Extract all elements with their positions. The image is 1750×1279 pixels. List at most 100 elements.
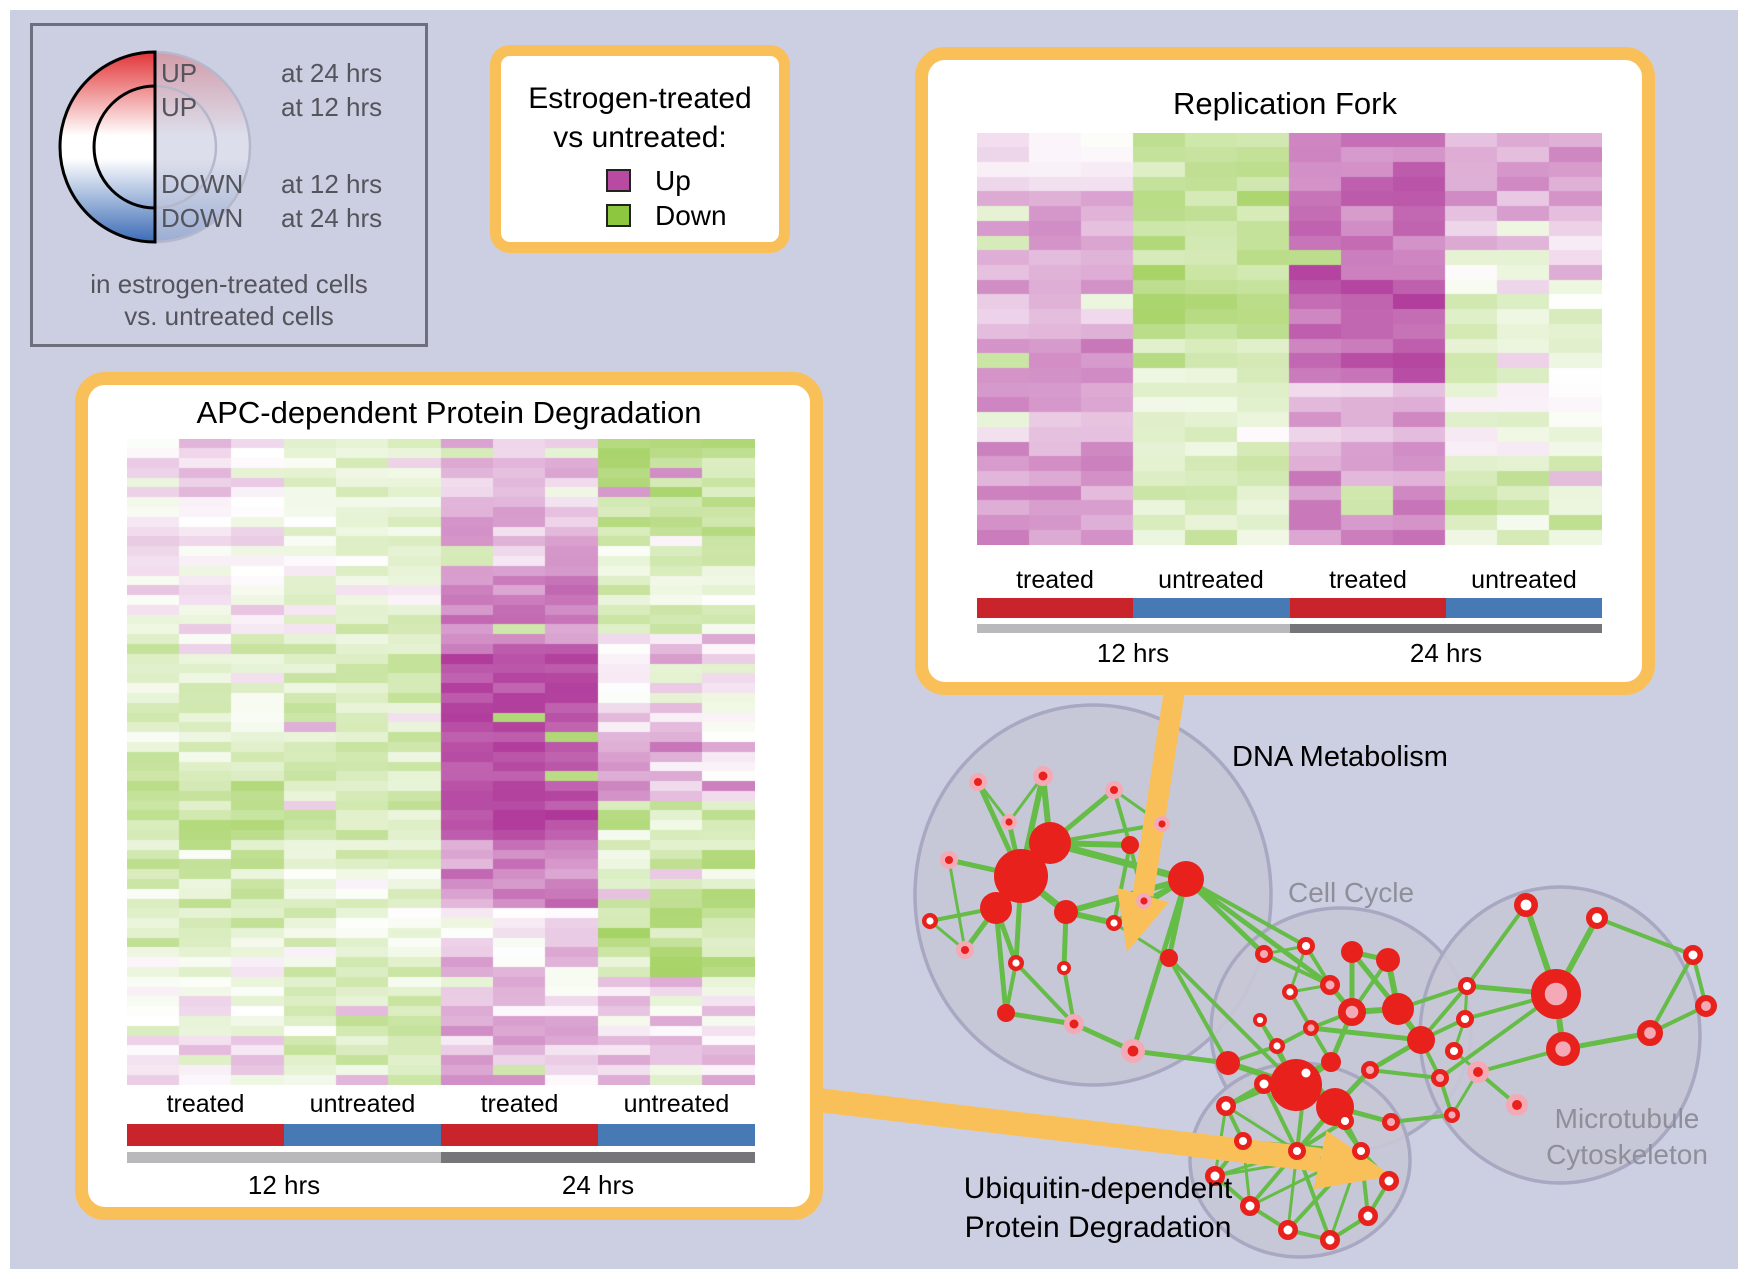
updown-circle-legend: UP at 24 hrs UP at 12 hrs DOWN at 12 hrs DOWN a…: [30, 23, 428, 347]
time-label: at 24 hrs: [281, 203, 382, 233]
network-node-pink-ring-red-center: [968, 772, 987, 791]
solid-left-half-circles: [58, 50, 157, 244]
circle-legend-footer-line: vs. untreated cells: [124, 301, 334, 331]
direction-label: DOWN: [161, 203, 243, 233]
condition-bar-segment-untreated: [1445, 598, 1602, 618]
network-node-solid: [1321, 1052, 1341, 1072]
group-label-untreated-12hrs: untreated: [1158, 566, 1264, 594]
network-node-solid: [1376, 948, 1400, 972]
network-node-red-ring-white-center: [1105, 915, 1122, 932]
arrow-head-replication-fork-to-dna-metabolism: [1117, 887, 1169, 952]
time-label-12hrs: 12 hrs: [1096, 638, 1170, 668]
color-key-title: Estrogen-treated vs untreated:: [501, 79, 779, 157]
time-bar-segment-24hrs: [441, 1152, 755, 1163]
time-label: at 12 hrs: [281, 92, 382, 122]
network-node-red-ring-white-center: [1683, 945, 1703, 965]
arrow-shaft-replication-fork-to-dna-metabolism: [1132, 653, 1191, 897]
network-node-solid: [1407, 1026, 1435, 1054]
network-node-red-ring-white-center: [1455, 1009, 1474, 1028]
network-node-solid: [1121, 836, 1139, 854]
network-node-red-ring-pink-center: [1381, 1112, 1400, 1131]
network-edge: [993, 907, 1009, 1014]
network-node-red-ring-white-center: [1296, 1063, 1316, 1083]
network-node-red-ring-white-center: [1253, 1012, 1268, 1027]
time-label: at 12 hrs: [281, 169, 382, 199]
network-node-red-ring-pink-center: [1320, 975, 1340, 995]
network-edge: [1014, 961, 1076, 1026]
group-label-treated-24hrs: treated: [1329, 566, 1407, 594]
network-node-solid: [1216, 1051, 1240, 1075]
condition-bar-segment-treated: [1289, 598, 1446, 618]
group-label-treated-12hrs: treated: [1016, 566, 1094, 594]
arrow-shaft-apc-to-ubiquitin: [816, 1088, 1322, 1172]
network-node-red-ring-pink-center: [1531, 969, 1581, 1019]
network-node-solid: [1029, 822, 1071, 864]
time-bar-segment-24hrs: [1289, 624, 1602, 633]
updown-color-key: Estrogen-treated vs untreated: Up Down: [490, 45, 790, 253]
condition-bar-segment-untreated: [598, 1124, 755, 1146]
network-edge: [1112, 844, 1132, 924]
network-node-red-ring-pink-center: [1546, 1032, 1581, 1067]
network-edge: [1005, 1010, 1075, 1027]
network-node-red-ring-white-center: [1320, 1230, 1340, 1250]
apc-panel-title: APC-dependent Protein Degradation: [196, 395, 702, 430]
network-edge: [1130, 878, 1189, 1052]
group-label-untreated-24hrs: untreated: [1471, 566, 1577, 594]
group-label-treated-12hrs: treated: [166, 1090, 245, 1118]
network-edge: [1596, 916, 1694, 957]
condition-bar-segment-treated: [127, 1124, 284, 1146]
up-label: Up: [655, 165, 691, 196]
direction-label: UP: [161, 92, 197, 122]
group-label-untreated-24hrs: untreated: [623, 1090, 730, 1118]
network-node-red-ring-pink-center: [1302, 1020, 1319, 1037]
network-node-red-ring-white-center: [1351, 1141, 1370, 1160]
network-node-pink-ring-red-center: [1467, 1061, 1490, 1084]
time-label-12hrs: 12 hrs: [247, 1170, 321, 1200]
network-node-solid: [1160, 949, 1178, 967]
network-edge: [1369, 1068, 1441, 1080]
condition-bar-segment-treated: [977, 598, 1134, 618]
group-label-treated-24hrs: treated: [480, 1090, 559, 1118]
network-node-red-ring-white-center: [1278, 1220, 1298, 1240]
network-node-red-ring-white-center: [1514, 892, 1539, 917]
network-node-red-ring-pink-center: [1695, 995, 1718, 1018]
network-node-red-ring-white-center: [1281, 984, 1298, 1001]
replication-fork-heatmap-canvas: [977, 133, 1602, 545]
time-label-24hrs: 24 hrs: [561, 1170, 635, 1200]
network-edge: [1167, 957, 1230, 1064]
faded-right-half-circles: [153, 50, 252, 244]
network-node-red-ring-pink-center: [1360, 1060, 1379, 1079]
color-key-item-down: Down: [606, 200, 746, 231]
network-node-solid: [1341, 941, 1363, 963]
down-color-swatch: [606, 204, 631, 227]
network-edge: [1184, 876, 1332, 988]
direction-label: UP: [161, 58, 197, 88]
condition-bar-segment-treated: [441, 1124, 598, 1146]
network-edge: [947, 859, 967, 951]
network-node-red-ring-white-center: [1205, 1166, 1225, 1186]
network-node-pink-ring-red-center: [1506, 1094, 1529, 1117]
down-label: Down: [655, 200, 727, 231]
network-node-solid: [980, 892, 1012, 924]
replication-fork-panel-title: Replication Fork: [1173, 86, 1397, 121]
network-node-red-ring-white-center: [1287, 1141, 1306, 1160]
network-node-red-ring-white-center: [1358, 1206, 1378, 1226]
network-edge: [1049, 839, 1187, 883]
time-bar-segment-12hrs: [127, 1152, 441, 1163]
ubiquitin-label-line1: Ubiquitin-dependent: [963, 1172, 1233, 1205]
direction-label: DOWN: [161, 169, 243, 199]
network-node-red-ring-white-center: [1240, 1196, 1260, 1216]
network-node-red-ring-white-center: [1216, 1096, 1236, 1116]
network-node-pink-ring-red-center: [1153, 816, 1170, 833]
color-key-title-line2: vs untreated:: [553, 121, 727, 154]
network-node-red-ring-white-center: [1444, 1041, 1463, 1060]
ubiquitin-label-line2: Protein Degradation: [964, 1211, 1232, 1244]
network-node-red-ring-white-center: [1335, 1111, 1354, 1130]
network-node-solid: [1382, 993, 1414, 1025]
network-node-red-ring-pink-center: [1636, 1020, 1663, 1047]
network-node-solid: [994, 849, 1048, 903]
network-edge: [1465, 903, 1528, 988]
time-label: at 24 hrs: [281, 58, 382, 88]
time-bar: [127, 1152, 755, 1163]
